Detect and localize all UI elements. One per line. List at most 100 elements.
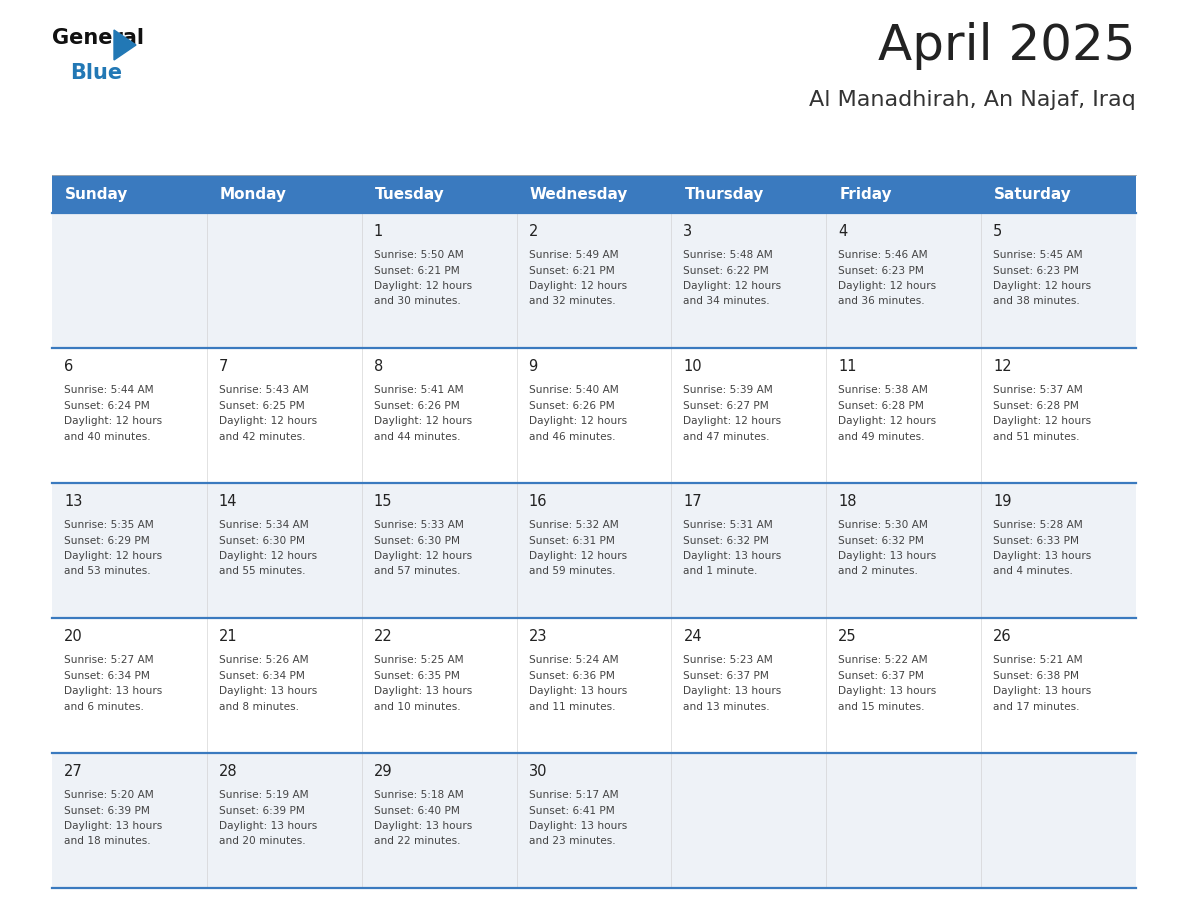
- Text: 27: 27: [64, 764, 83, 779]
- Text: Daylight: 12 hours: Daylight: 12 hours: [839, 416, 936, 426]
- Text: Daylight: 12 hours: Daylight: 12 hours: [529, 416, 627, 426]
- Text: Daylight: 13 hours: Daylight: 13 hours: [529, 821, 627, 831]
- Text: Daylight: 13 hours: Daylight: 13 hours: [839, 686, 936, 696]
- Bar: [207, 618, 361, 753]
- Text: Sunrise: 5:40 AM: Sunrise: 5:40 AM: [529, 385, 618, 395]
- Text: Daylight: 13 hours: Daylight: 13 hours: [374, 686, 472, 696]
- Bar: [827, 213, 981, 348]
- Bar: [52, 213, 207, 348]
- Text: Daylight: 12 hours: Daylight: 12 hours: [683, 281, 782, 291]
- Bar: [52, 753, 207, 888]
- Text: and 30 minutes.: and 30 minutes.: [374, 297, 461, 307]
- Text: Sunset: 6:41 PM: Sunset: 6:41 PM: [529, 805, 614, 815]
- Text: Sunset: 6:23 PM: Sunset: 6:23 PM: [839, 265, 924, 275]
- Text: Sunset: 6:23 PM: Sunset: 6:23 PM: [993, 265, 1079, 275]
- Text: and 42 minutes.: and 42 minutes.: [219, 431, 305, 442]
- Bar: [361, 175, 517, 213]
- Text: Sunset: 6:26 PM: Sunset: 6:26 PM: [374, 400, 460, 410]
- Text: and 36 minutes.: and 36 minutes.: [839, 297, 925, 307]
- Bar: [671, 213, 827, 348]
- Polygon shape: [114, 30, 135, 60]
- Text: General: General: [52, 28, 144, 48]
- Text: Sunrise: 5:38 AM: Sunrise: 5:38 AM: [839, 385, 928, 395]
- Text: Daylight: 12 hours: Daylight: 12 hours: [529, 281, 627, 291]
- Bar: [671, 753, 827, 888]
- Text: 21: 21: [219, 629, 238, 644]
- Text: 18: 18: [839, 494, 857, 509]
- Text: 11: 11: [839, 359, 857, 374]
- Bar: [517, 213, 671, 348]
- Text: and 40 minutes.: and 40 minutes.: [64, 431, 151, 442]
- Text: 9: 9: [529, 359, 538, 374]
- Text: Al Manadhirah, An Najaf, Iraq: Al Manadhirah, An Najaf, Iraq: [809, 90, 1136, 110]
- Text: 12: 12: [993, 359, 1012, 374]
- Bar: [981, 348, 1136, 483]
- Text: Daylight: 12 hours: Daylight: 12 hours: [993, 416, 1092, 426]
- Text: Daylight: 13 hours: Daylight: 13 hours: [993, 686, 1092, 696]
- Text: and 34 minutes.: and 34 minutes.: [683, 297, 770, 307]
- Text: 26: 26: [993, 629, 1012, 644]
- Text: 15: 15: [374, 494, 392, 509]
- Text: and 38 minutes.: and 38 minutes.: [993, 297, 1080, 307]
- Text: Sunset: 6:25 PM: Sunset: 6:25 PM: [219, 400, 304, 410]
- Text: and 1 minute.: and 1 minute.: [683, 566, 758, 577]
- Text: Sunset: 6:39 PM: Sunset: 6:39 PM: [219, 805, 305, 815]
- Text: Sunrise: 5:35 AM: Sunrise: 5:35 AM: [64, 520, 153, 530]
- Text: Daylight: 12 hours: Daylight: 12 hours: [374, 416, 472, 426]
- Bar: [671, 175, 827, 213]
- Bar: [207, 213, 361, 348]
- Text: Sunset: 6:28 PM: Sunset: 6:28 PM: [839, 400, 924, 410]
- Text: Sunrise: 5:17 AM: Sunrise: 5:17 AM: [529, 790, 618, 800]
- Text: Sunset: 6:36 PM: Sunset: 6:36 PM: [529, 670, 614, 680]
- Text: Sunrise: 5:24 AM: Sunrise: 5:24 AM: [529, 655, 618, 665]
- Bar: [207, 175, 361, 213]
- Text: Sunset: 6:34 PM: Sunset: 6:34 PM: [219, 670, 305, 680]
- Text: Sunrise: 5:28 AM: Sunrise: 5:28 AM: [993, 520, 1083, 530]
- Text: and 46 minutes.: and 46 minutes.: [529, 431, 615, 442]
- Text: Daylight: 13 hours: Daylight: 13 hours: [529, 686, 627, 696]
- Text: Sunset: 6:30 PM: Sunset: 6:30 PM: [219, 535, 305, 545]
- Text: 7: 7: [219, 359, 228, 374]
- Text: Sunrise: 5:32 AM: Sunrise: 5:32 AM: [529, 520, 618, 530]
- Text: 17: 17: [683, 494, 702, 509]
- Text: Sunset: 6:37 PM: Sunset: 6:37 PM: [839, 670, 924, 680]
- Text: Thursday: Thursday: [684, 186, 764, 201]
- Text: Daylight: 12 hours: Daylight: 12 hours: [839, 281, 936, 291]
- Text: Daylight: 12 hours: Daylight: 12 hours: [219, 551, 317, 561]
- Text: and 20 minutes.: and 20 minutes.: [219, 836, 305, 846]
- Text: Daylight: 13 hours: Daylight: 13 hours: [683, 551, 782, 561]
- Text: Sunset: 6:26 PM: Sunset: 6:26 PM: [529, 400, 614, 410]
- Text: Daylight: 13 hours: Daylight: 13 hours: [219, 821, 317, 831]
- Text: 24: 24: [683, 629, 702, 644]
- Text: Daylight: 13 hours: Daylight: 13 hours: [64, 821, 163, 831]
- Text: 28: 28: [219, 764, 238, 779]
- Bar: [361, 348, 517, 483]
- Text: Daylight: 12 hours: Daylight: 12 hours: [993, 281, 1092, 291]
- Bar: [827, 483, 981, 618]
- Bar: [671, 348, 827, 483]
- Text: and 51 minutes.: and 51 minutes.: [993, 431, 1080, 442]
- Bar: [517, 348, 671, 483]
- Bar: [981, 175, 1136, 213]
- Bar: [827, 618, 981, 753]
- Text: Sunday: Sunday: [65, 186, 128, 201]
- Bar: [207, 753, 361, 888]
- Text: Saturday: Saturday: [994, 186, 1072, 201]
- Text: 29: 29: [374, 764, 392, 779]
- Text: and 6 minutes.: and 6 minutes.: [64, 701, 144, 711]
- Text: Sunset: 6:35 PM: Sunset: 6:35 PM: [374, 670, 460, 680]
- Text: 30: 30: [529, 764, 546, 779]
- Text: Daylight: 12 hours: Daylight: 12 hours: [374, 281, 472, 291]
- Text: 25: 25: [839, 629, 857, 644]
- Text: Sunset: 6:22 PM: Sunset: 6:22 PM: [683, 265, 769, 275]
- Text: and 4 minutes.: and 4 minutes.: [993, 566, 1073, 577]
- Text: Daylight: 12 hours: Daylight: 12 hours: [219, 416, 317, 426]
- Text: and 53 minutes.: and 53 minutes.: [64, 566, 151, 577]
- Text: 22: 22: [374, 629, 392, 644]
- Text: Sunset: 6:37 PM: Sunset: 6:37 PM: [683, 670, 770, 680]
- Bar: [517, 753, 671, 888]
- Text: Daylight: 12 hours: Daylight: 12 hours: [529, 551, 627, 561]
- Text: Sunrise: 5:30 AM: Sunrise: 5:30 AM: [839, 520, 928, 530]
- Text: Daylight: 13 hours: Daylight: 13 hours: [374, 821, 472, 831]
- Bar: [52, 618, 207, 753]
